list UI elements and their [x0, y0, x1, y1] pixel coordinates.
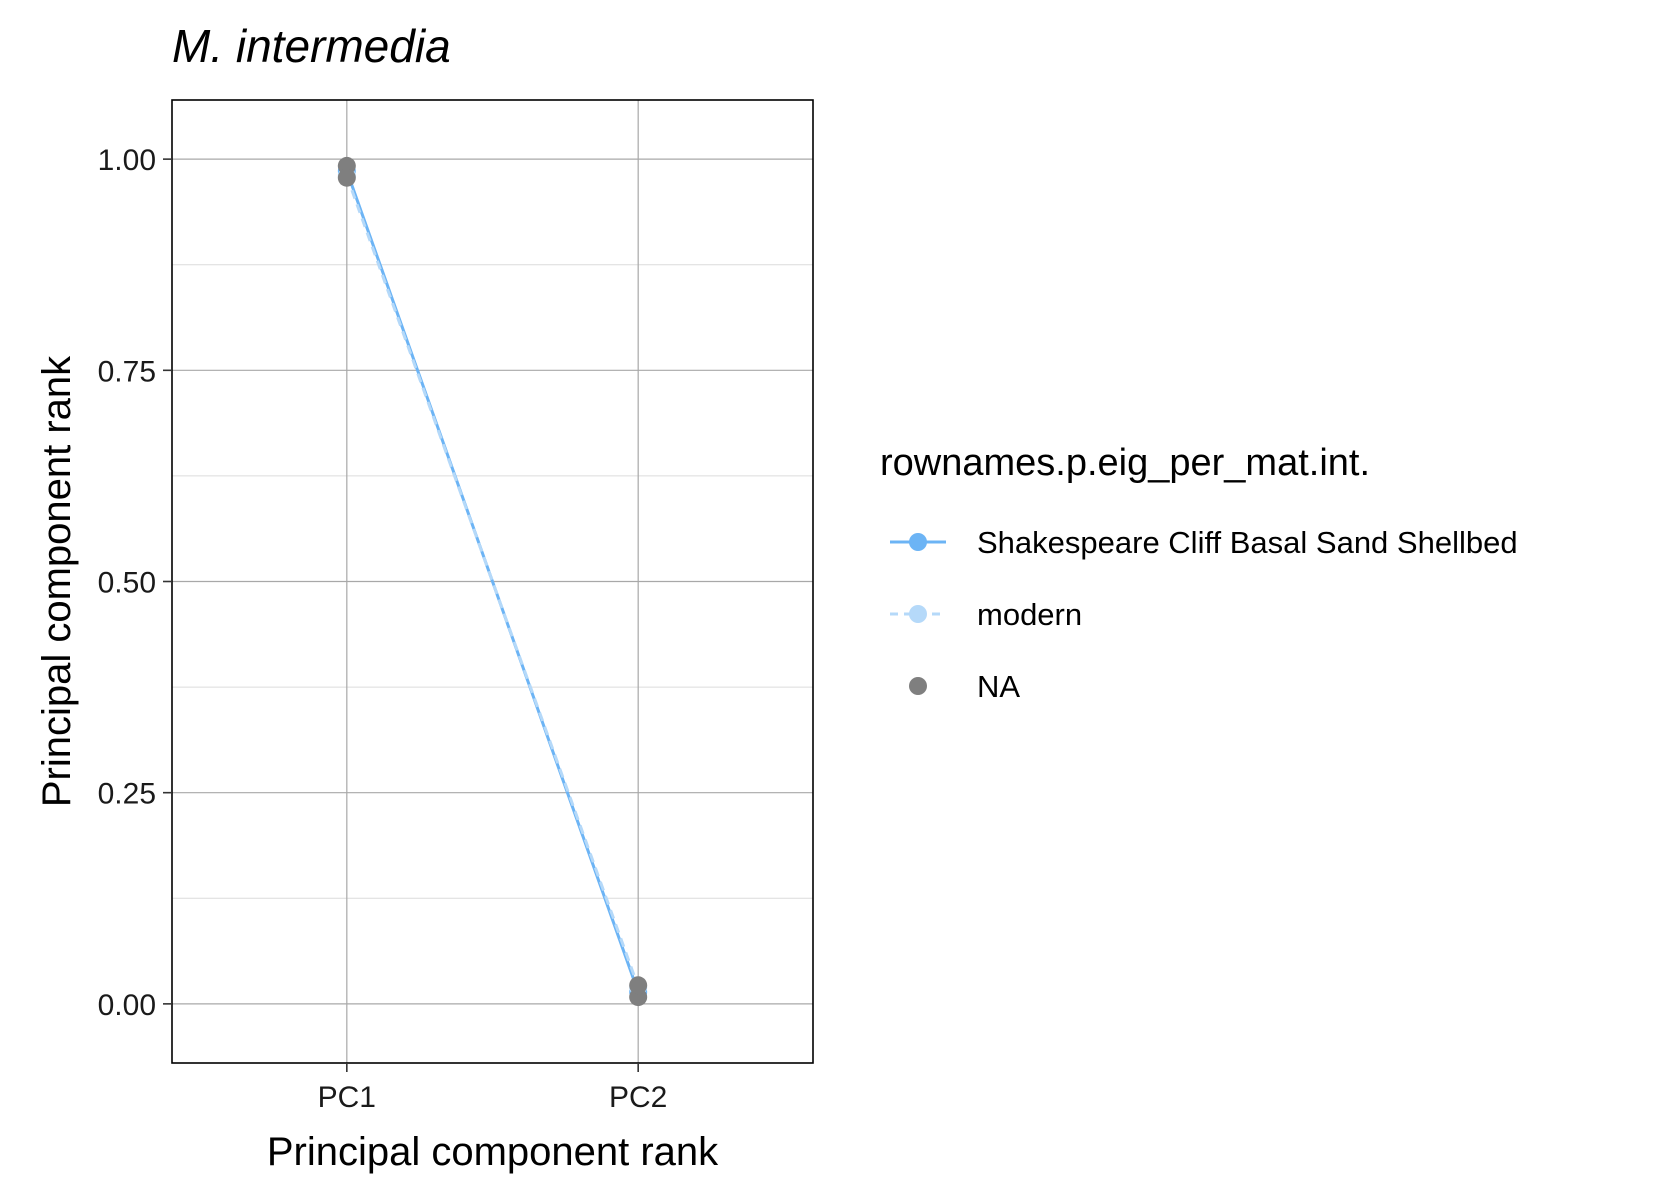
- legend-label: NA: [977, 669, 1020, 704]
- major-gridlines: [172, 100, 813, 1063]
- data-point: [337, 168, 356, 187]
- points-layer: [337, 156, 648, 1007]
- legend-item: NA: [909, 669, 1020, 704]
- legend-title: rownames.p.eig_per_mat.int.: [880, 442, 1370, 484]
- plot-panel: [171, 99, 814, 1064]
- data-point: [629, 976, 648, 995]
- legend-key-point: [909, 533, 927, 551]
- series-layer: [345, 170, 640, 993]
- legend-item: Shakespeare Cliff Basal Sand Shellbed: [890, 525, 1518, 560]
- legend-items: Shakespeare Cliff Basal Sand Shellbed mod…: [890, 525, 1518, 704]
- y-tick-label: 0.75: [98, 355, 156, 388]
- y-tick-label: 0.25: [98, 778, 156, 811]
- x-tick-label: PC2: [609, 1081, 667, 1114]
- y-tick-label: 0.00: [98, 989, 156, 1022]
- y-axis-title: Principal component rank: [35, 355, 79, 807]
- y-tick-label: 1.00: [98, 144, 156, 177]
- legend-key-point: [909, 677, 927, 695]
- legend-label: modern: [977, 597, 1082, 632]
- legend-item: modern: [890, 597, 1082, 632]
- x-axis-title: Principal component rank: [267, 1130, 719, 1174]
- chart-title: M. intermedia: [172, 20, 451, 72]
- x-tick-label: PC1: [318, 1081, 376, 1114]
- legend-label: Shakespeare Cliff Basal Sand Shellbed: [977, 525, 1518, 560]
- y-axis: 0.00 0.25 0.50 0.75 1.00: [98, 144, 172, 1022]
- y-tick-label: 0.50: [98, 567, 156, 600]
- legend: rownames.p.eig_per_mat.int. Shakespeare …: [880, 442, 1518, 704]
- legend-key-point: [909, 605, 927, 623]
- series-line: [345, 175, 640, 988]
- x-axis: PC1 PC2: [318, 1063, 667, 1114]
- minor-gridlines: [172, 264, 813, 899]
